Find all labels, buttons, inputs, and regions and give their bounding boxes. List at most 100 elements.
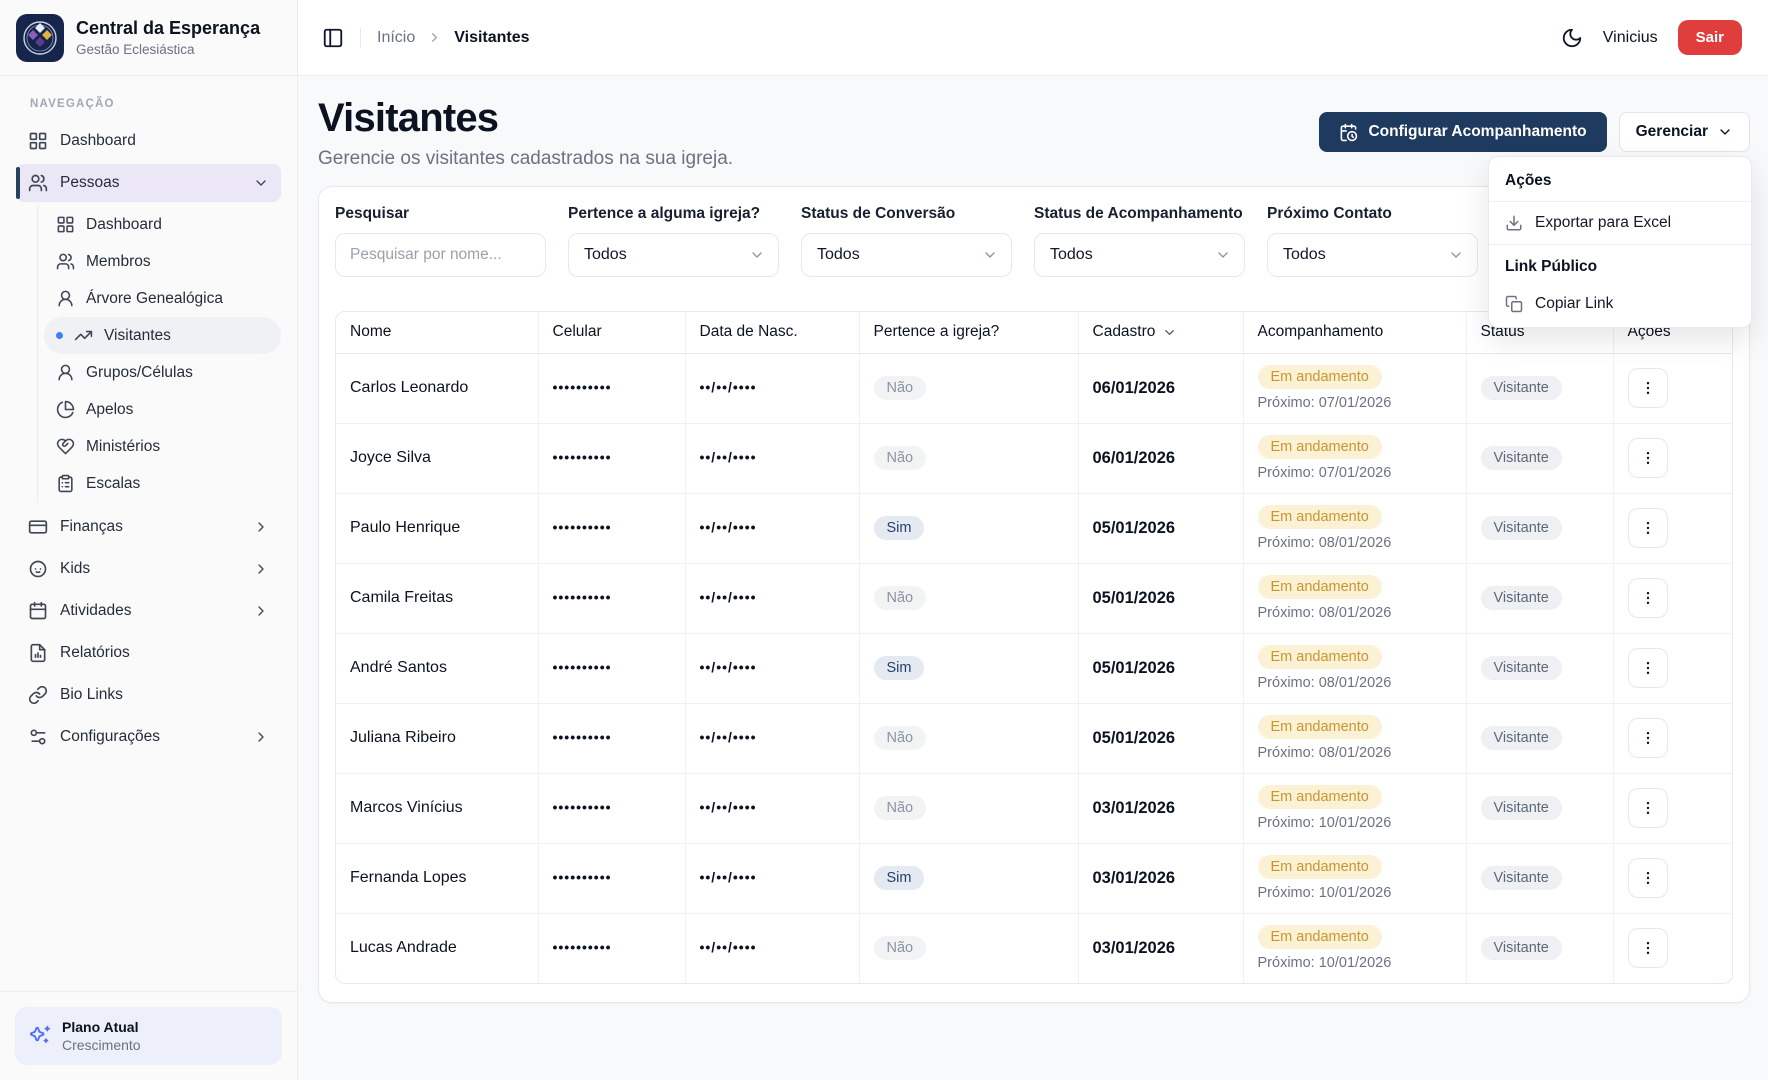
col-header-pertence: Pertence a igreja? — [859, 312, 1078, 353]
chevron-right-icon — [427, 30, 442, 45]
sidebar-item-label: Kids — [60, 560, 90, 578]
next-contact-date: Próximo: 10/01/2026 — [1258, 815, 1452, 831]
table-row: Juliana Ribeiro •••••••••• ••/••/•••• Nã… — [336, 703, 1732, 773]
row-actions-button[interactable] — [1628, 858, 1668, 898]
app-logo — [16, 14, 64, 62]
calendar-icon — [28, 601, 48, 621]
sidebar-item-arvore-genealogica[interactable]: Árvore Genealógica — [44, 280, 281, 317]
sidebar-item-ministerios[interactable]: Ministérios — [44, 428, 281, 465]
sidebar-item-kids[interactable]: Kids — [16, 550, 281, 588]
filter-label: Status de Conversão — [801, 205, 1012, 223]
church-badge: Sim — [874, 866, 925, 890]
church-badge: Não — [874, 586, 927, 610]
manage-button[interactable]: Gerenciar — [1619, 112, 1750, 152]
filter-label: Status de Acompanhamento — [1034, 205, 1245, 223]
layout-grid-icon — [28, 131, 48, 151]
sidebar-item-grupos-celulas[interactable]: Grupos/Células — [44, 354, 281, 391]
pie-chart-icon — [56, 400, 75, 419]
row-actions-button[interactable] — [1628, 508, 1668, 548]
ellipsis-vertical-icon — [1639, 449, 1657, 467]
row-actions-button[interactable] — [1628, 928, 1668, 968]
registration-date: 05/01/2026 — [1093, 589, 1176, 607]
registration-date: 03/01/2026 — [1093, 799, 1176, 817]
row-actions-button[interactable] — [1628, 368, 1668, 408]
next-contact-date: Próximo: 08/01/2026 — [1258, 675, 1452, 691]
copy-link-menu-item[interactable]: Copiar Link — [1489, 285, 1751, 323]
moon-icon — [1561, 27, 1583, 49]
select-value: Todos — [1050, 246, 1093, 264]
table-body: Carlos Leonardo •••••••••• ••/••/•••• Nã… — [336, 353, 1732, 983]
divider — [360, 28, 361, 48]
followup-badge: Em andamento — [1258, 925, 1382, 949]
breadcrumb-current: Visitantes — [454, 29, 529, 47]
row-actions-button[interactable] — [1628, 438, 1668, 478]
copy-icon — [1505, 295, 1523, 313]
ellipsis-vertical-icon — [1639, 729, 1657, 747]
sidebar-item-label: Grupos/Células — [86, 364, 193, 382]
logout-button[interactable]: Sair — [1678, 20, 1742, 55]
visitor-name: Joyce Silva — [350, 449, 431, 466]
sidebar-item-membros[interactable]: Membros — [44, 243, 281, 280]
sidebar-item-visitantes[interactable]: Visitantes — [44, 317, 281, 354]
col-header-cadastro[interactable]: Cadastro — [1078, 312, 1243, 353]
export-excel-menu-item[interactable]: Exportar para Excel — [1489, 204, 1751, 242]
status-badge: Visitante — [1481, 516, 1562, 540]
sidebar-item-label: Atividades — [60, 602, 132, 620]
sidebar-item-label: Árvore Genealógica — [86, 290, 223, 308]
breadcrumb-home[interactable]: Início — [377, 29, 415, 47]
sidebar-item-pessoas[interactable]: Pessoas — [16, 164, 281, 202]
status-badge: Visitante — [1481, 446, 1562, 470]
sidebar-item-apelos[interactable]: Apelos — [44, 391, 281, 428]
col-header-acompanhamento: Acompanhamento — [1243, 312, 1466, 353]
masked-birthdate: ••/••/•••• — [700, 799, 757, 815]
sidebar-item-label: Bio Links — [60, 686, 123, 704]
pessoas-subnav: Dashboard Membros Árvore Genealógica Vis… — [37, 206, 281, 502]
heart-handshake-icon — [56, 437, 75, 456]
sidebar-item-financas[interactable]: Finanças — [16, 508, 281, 546]
sidebar-toggle-button[interactable] — [322, 27, 344, 49]
row-actions-button[interactable] — [1628, 578, 1668, 618]
sidebar-item-label: Apelos — [86, 401, 133, 419]
user-name[interactable]: Vinicius — [1603, 29, 1658, 47]
sidebar: Central da Esperança Gestão Eclesiástica… — [0, 0, 298, 1080]
sidebar-item-atividades[interactable]: Atividades — [16, 592, 281, 630]
visitor-name: Juliana Ribeiro — [350, 729, 456, 746]
menu-divider — [1489, 244, 1751, 245]
row-actions-button[interactable] — [1628, 718, 1668, 758]
followup-status-select[interactable]: Todos — [1034, 233, 1245, 277]
table-row: Marcos Vinícius •••••••••• ••/••/•••• Nã… — [336, 773, 1732, 843]
masked-phone: •••••••••• — [553, 799, 612, 815]
next-contact-date: Próximo: 10/01/2026 — [1258, 955, 1452, 971]
chevron-down-icon — [1717, 124, 1733, 140]
users-icon — [56, 252, 75, 271]
search-input[interactable] — [335, 233, 546, 277]
sidebar-item-pessoas-dashboard[interactable]: Dashboard — [44, 206, 281, 243]
masked-phone: •••••••••• — [553, 939, 612, 955]
sidebar-item-configuracoes[interactable]: Configurações — [16, 718, 281, 756]
sidebar-item-label: Pessoas — [60, 174, 119, 192]
select-value: Todos — [817, 246, 860, 264]
church-select[interactable]: Todos — [568, 233, 779, 277]
sidebar-item-relatorios[interactable]: Relatórios — [16, 634, 281, 672]
visitor-name: Fernanda Lopes — [350, 869, 467, 886]
row-actions-button[interactable] — [1628, 788, 1668, 828]
theme-toggle-button[interactable] — [1561, 27, 1583, 49]
next-contact-select[interactable]: Todos — [1267, 233, 1478, 277]
sidebar-item-label: Visitantes — [104, 327, 171, 345]
status-badge: Visitante — [1481, 726, 1562, 750]
conversion-status-select[interactable]: Todos — [801, 233, 1012, 277]
row-actions-button[interactable] — [1628, 648, 1668, 688]
configure-followup-button[interactable]: Configurar Acompanhamento — [1319, 112, 1606, 152]
manage-dropdown-menu: Ações Exportar para Excel Link Público C… — [1488, 156, 1752, 328]
sidebar-item-dashboard[interactable]: Dashboard — [16, 122, 281, 160]
sidebar-item-escalas[interactable]: Escalas — [44, 465, 281, 502]
table-row: Carlos Leonardo •••••••••• ••/••/•••• Nã… — [336, 353, 1732, 423]
registration-date: 03/01/2026 — [1093, 869, 1176, 887]
sidebar-item-bio-links[interactable]: Bio Links — [16, 676, 281, 714]
col-header-nome: Nome — [336, 312, 538, 353]
current-plan-box[interactable]: Plano Atual Crescimento — [15, 1007, 282, 1065]
chevron-down-icon — [253, 175, 269, 191]
visitor-name: Lucas Andrade — [350, 939, 457, 956]
ellipsis-vertical-icon — [1639, 519, 1657, 537]
church-badge: Sim — [874, 516, 925, 540]
